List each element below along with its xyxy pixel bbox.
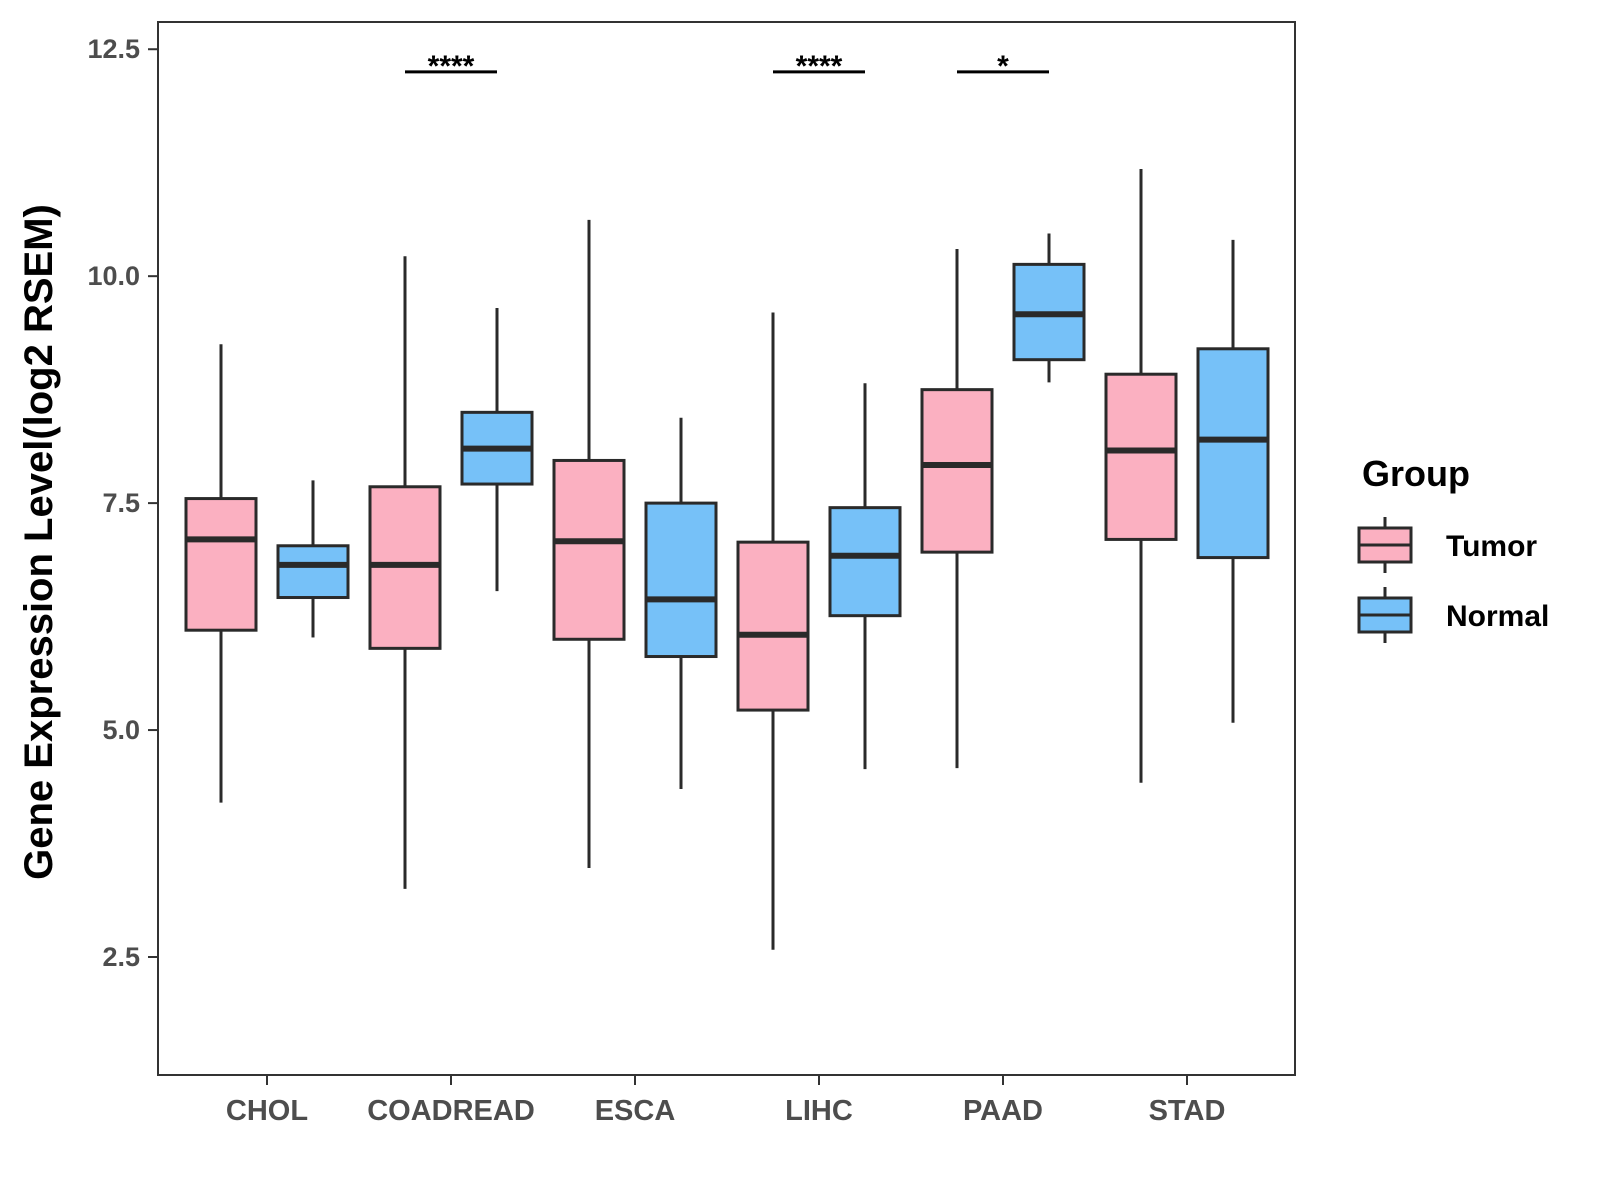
y-axis-title: Gene Expression Level(log2 RSEM) — [17, 204, 61, 880]
box-tumor-coadread — [368, 256, 442, 889]
box-tumor-paad — [920, 248, 994, 769]
legend-label-tumor: Tumor — [1446, 530, 1537, 563]
legend-item-normal: Normal — [1357, 587, 1549, 643]
box-tumor-chol — [184, 344, 258, 803]
box-body — [276, 544, 350, 600]
x-tick-label-coadread: COADREAD — [367, 1095, 535, 1127]
box-normal-coadread — [460, 307, 534, 592]
box-body — [1104, 372, 1178, 541]
box-body — [920, 388, 994, 554]
y-tick-label: 2.5 — [102, 942, 140, 972]
legend-title: Group — [1362, 453, 1470, 494]
y-tick-label: 5.0 — [102, 715, 140, 745]
legend: Group Tumor Normal — [1357, 453, 1549, 643]
box-normal-stad — [1196, 239, 1270, 723]
plot-panel-border — [157, 21, 1296, 1076]
y-axis-title-group: Gene Expression Level(log2 RSEM) — [17, 204, 61, 880]
box-body — [552, 458, 626, 641]
box-normal-paad — [1012, 233, 1086, 383]
box-normal-chol — [276, 480, 350, 638]
legend-item-tumor: Tumor — [1357, 517, 1537, 573]
box-body — [1196, 347, 1270, 560]
box-body — [184, 497, 258, 632]
x-tick-label-stad: STAD — [1149, 1095, 1226, 1127]
x-tick-label-esca: ESCA — [595, 1095, 676, 1127]
plot-marks: 2.5 5.0 7.5 10.0 12.5 CHOL COADREAD ESCA LIHC PAA… — [87, 21, 1296, 1127]
box-normal-esca — [644, 417, 718, 790]
box-tumor-stad — [1104, 169, 1178, 783]
box-body — [828, 506, 902, 618]
significance-label: **** — [796, 50, 843, 83]
box-tumor-lihc — [736, 312, 810, 950]
box-body — [644, 501, 718, 659]
y-tick-label: 7.5 — [102, 488, 140, 518]
y-tick-label: 12.5 — [87, 34, 140, 64]
legend-label-normal: Normal — [1446, 600, 1549, 633]
box-body — [736, 540, 810, 712]
y-tick-label: 10.0 — [87, 261, 140, 291]
box-normal-lihc — [828, 383, 902, 770]
x-tick-label-paad: PAAD — [963, 1095, 1043, 1127]
x-tick-label-chol: CHOL — [226, 1095, 308, 1127]
significance-label: **** — [428, 50, 475, 83]
box-tumor-esca — [552, 219, 626, 869]
significance-label: * — [997, 50, 1009, 83]
x-tick-label-lihc: LIHC — [785, 1095, 853, 1127]
